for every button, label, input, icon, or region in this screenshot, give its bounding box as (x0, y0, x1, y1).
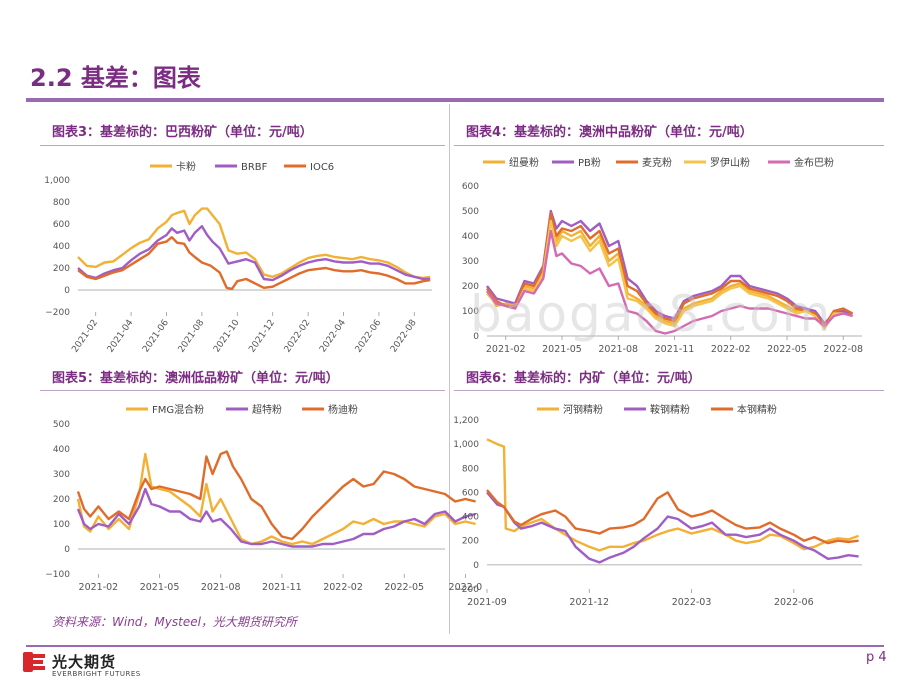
y-tick-label: 100 (53, 520, 70, 530)
series-line-2 (77, 225, 431, 282)
y-tick-label: 400 (53, 242, 70, 252)
y-tick-label: 400 (53, 445, 70, 455)
logo-name-en: EVERBRIGHT FUTURES (52, 670, 141, 678)
watermark: baogao8.com (470, 285, 833, 343)
y-tick-label: 0 (473, 332, 479, 342)
chart5-title: 图表5：基差标的：澳洲低品粉矿（单位：元/吨） (52, 371, 339, 386)
y-tick-label: 300 (53, 470, 70, 480)
y-tick-label: 500 (53, 420, 70, 430)
x-tick-label: 2022-05 (384, 582, 424, 593)
source-note: 资料来源：Wind，Mysteel，光大期货研究所 (52, 615, 297, 629)
x-tick-label: 2021-05 (542, 344, 582, 355)
chart3-title: 图表3：基差标的：巴西粉矿（单位：元/吨） (52, 125, 313, 140)
y-tick-label: 200 (462, 537, 479, 547)
chart5-title-rule (40, 390, 445, 391)
x-tick-label: 2022-0 (449, 582, 483, 593)
y-tick-label: 600 (462, 488, 479, 498)
chart4-title-rule (454, 145, 884, 146)
series-line-2 (76, 487, 476, 548)
series-line-3 (77, 236, 431, 291)
x-tick-label: 2021-09 (467, 597, 507, 608)
y-tick-label: 200 (462, 282, 479, 292)
y-tick-label: 1,000 (453, 440, 479, 450)
x-tick-label: 2021-08 (598, 344, 638, 355)
chart4-title: 图表4：基差标的：澳洲中品粉矿（单位：元/吨） (466, 125, 753, 140)
series-line-1 (486, 438, 859, 552)
x-tick-label: 2021-05 (140, 582, 180, 593)
series-line-5 (486, 229, 853, 335)
legend-label: PB粉 (578, 156, 601, 169)
legend-label: 金布巴粉 (794, 156, 834, 169)
x-tick-label: 2021-11 (655, 344, 695, 355)
series-line-3 (486, 489, 859, 545)
x-tick-label: 2021-02 (79, 582, 119, 593)
y-tick-label: 200 (53, 264, 70, 274)
y-tick-label: 800 (462, 464, 479, 474)
series-line-1 (77, 207, 431, 280)
x-tick-label: 2022-02 (711, 344, 751, 355)
x-tick-label: 2022-05 (767, 344, 807, 355)
x-tick-label: 2022-02 (323, 582, 363, 593)
title-divider (26, 98, 884, 102)
y-tick-label: −200 (45, 308, 70, 318)
legend-label: 纽曼粉 (509, 156, 539, 169)
y-tick-label: 500 (462, 207, 479, 217)
chart6-title-rule (454, 390, 884, 391)
y-tick-label: 600 (462, 182, 479, 192)
y-tick-label: 400 (462, 232, 479, 242)
series-line-2 (486, 491, 859, 564)
y-tick-label: 0 (473, 561, 479, 571)
chart3-title-rule (40, 145, 445, 146)
y-tick-label: 200 (53, 495, 70, 505)
legend-label: IOC6 (310, 162, 334, 173)
series-line-3 (76, 450, 476, 541)
y-tick-label: 600 (53, 220, 70, 230)
x-tick-label: 2021-08 (201, 582, 241, 593)
series-line-4 (486, 219, 853, 330)
chart6-title: 图表6：基差标的：内矿（单位：元/吨） (466, 371, 701, 386)
legend-label: FMG混合粉 (152, 403, 204, 416)
y-tick-label: −100 (45, 570, 70, 580)
y-tick-label: 800 (53, 198, 70, 208)
x-tick-label: 2022-08 (823, 344, 863, 355)
legend-label: 河钢精粉 (563, 403, 603, 416)
legend-label: BRBF (241, 162, 268, 173)
y-tick-label: −200 (454, 585, 479, 595)
y-tick-label: 0 (64, 286, 70, 296)
page-title: 2.2 基差：图表 (30, 64, 201, 92)
x-tick-label: 2021-02 (486, 344, 526, 355)
legend-label: 麦克粉 (642, 156, 672, 169)
x-tick-label: 2021-12 (569, 597, 609, 608)
y-tick-label: 1,000 (44, 176, 70, 186)
legend-label: 卡粉 (176, 160, 196, 173)
y-tick-label: 400 (462, 513, 479, 523)
legend-label: 鞍钢精粉 (650, 403, 690, 416)
legend-label: 杨迪粉 (328, 403, 358, 416)
everbright-logo-icon (23, 652, 45, 672)
y-tick-label: 1,200 (453, 416, 479, 426)
legend-label: 超特粉 (252, 403, 282, 416)
y-tick-label: 300 (462, 257, 479, 267)
legend-label: 本钢精粉 (737, 403, 777, 416)
logo-name-cn: 光大期货 (52, 653, 117, 671)
y-tick-label: 100 (462, 307, 479, 317)
x-tick-label: 2022-06 (774, 597, 814, 608)
footer-divider (26, 645, 884, 647)
page-number: p 4 (866, 650, 887, 665)
y-tick-label: 0 (64, 545, 70, 555)
legend-label: 罗伊山粉 (710, 156, 750, 169)
x-tick-label: 2021-11 (262, 582, 302, 593)
x-tick-label: 2022-03 (672, 597, 712, 608)
panel-separator (449, 104, 450, 634)
